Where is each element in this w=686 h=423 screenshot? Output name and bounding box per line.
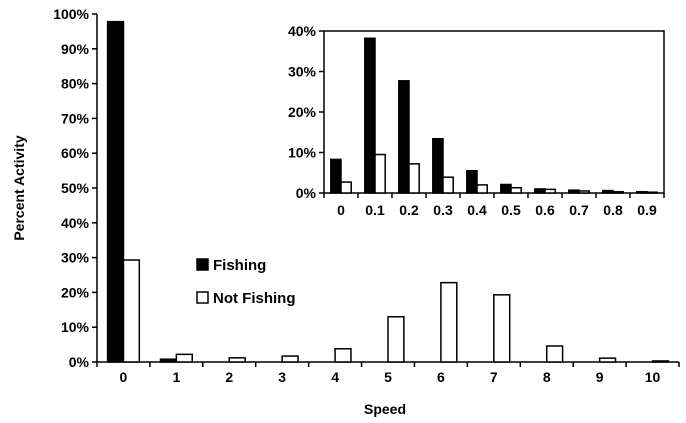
inset-x-tick-label: 0.6 bbox=[535, 202, 555, 218]
inset-bar-not-fishing bbox=[340, 181, 352, 194]
main-x-tick-label: 8 bbox=[543, 369, 551, 385]
main-x-tick-label: 3 bbox=[278, 369, 286, 385]
inset-bar-not-fishing bbox=[544, 188, 556, 194]
y-axis-title: Percent Activity bbox=[11, 135, 27, 241]
inset-x-tick-label: 0.9 bbox=[637, 202, 657, 218]
inset-bar-not-fishing bbox=[408, 163, 420, 194]
inset-bar-not-fishing bbox=[510, 186, 522, 194]
main-y-tick-label: 40% bbox=[61, 215, 90, 231]
main-x-tick-label: 1 bbox=[172, 369, 180, 385]
legend-label-fishing: Fishing bbox=[213, 257, 266, 274]
main-y-tick-label: 30% bbox=[61, 250, 90, 266]
main-x-tick-label: 10 bbox=[645, 369, 661, 385]
main-bar-not-fishing bbox=[281, 355, 299, 363]
inset-y-tick-label: 0% bbox=[296, 185, 317, 201]
inset-bar-fishing bbox=[330, 158, 342, 194]
main-y-tick-label: 80% bbox=[61, 76, 90, 92]
main-x-tick-label: 4 bbox=[331, 369, 339, 385]
main-bar-not-fishing bbox=[440, 281, 458, 363]
inset-bar-fishing bbox=[534, 188, 546, 194]
inset-x-tick-label: 0.8 bbox=[603, 202, 623, 218]
inset-plot: 0% 10% 20% 30% 40% 0 0.1 0.2 0.3 0.4 0.5 0.6 0.7 0.8 0… bbox=[288, 23, 665, 218]
inset-bar-fishing bbox=[466, 169, 478, 194]
legend-swatch-fishing bbox=[196, 258, 209, 271]
inset-x-tick-label: 0.2 bbox=[399, 202, 419, 218]
inset-y-tick-label: 40% bbox=[288, 23, 317, 39]
main-x-tick-label: 0 bbox=[120, 369, 128, 385]
inset-x-tick-label: 0.4 bbox=[467, 202, 487, 218]
inset-bar-fishing bbox=[398, 80, 410, 194]
inset-bar-not-fishing bbox=[442, 176, 454, 194]
inset-x-tick-label: 0.7 bbox=[569, 202, 589, 218]
inset-bar-fishing bbox=[500, 183, 512, 194]
inset-y-tick-label: 30% bbox=[288, 64, 317, 80]
main-y-tick-label: 20% bbox=[61, 284, 90, 300]
main-bar-not-fishing bbox=[122, 259, 141, 363]
main-y-tick-label: 60% bbox=[61, 145, 90, 161]
main-bar-not-fishing bbox=[493, 294, 511, 363]
main-bar-not-fishing bbox=[651, 360, 670, 363]
inset-y-tick-label: 10% bbox=[288, 145, 317, 161]
main-y-tick-label: 0% bbox=[69, 354, 90, 370]
inset-bar-fishing bbox=[602, 189, 614, 194]
main-y-tick-label: 70% bbox=[61, 110, 90, 126]
inset-x-tick-label: 0.5 bbox=[501, 202, 521, 218]
inset-bar-not-fishing bbox=[578, 190, 590, 194]
main-y-tick-label: 50% bbox=[61, 180, 90, 196]
inset-bar-fishing bbox=[364, 37, 376, 194]
inset-x-tick-label: 0.3 bbox=[433, 202, 453, 218]
inset-bar-not-fishing bbox=[612, 191, 624, 194]
legend-swatch-not-fishing bbox=[196, 291, 209, 304]
inset-y-tick-label: 20% bbox=[288, 104, 317, 120]
main-y-tick-label: 100% bbox=[53, 6, 89, 22]
main-x-tick-label: 9 bbox=[596, 369, 604, 385]
inset-bar-fishing bbox=[432, 137, 444, 194]
main-bar-not-fishing bbox=[175, 353, 193, 363]
inset-bar-not-fishing bbox=[374, 153, 386, 194]
inset-bar-fishing bbox=[568, 189, 580, 194]
main-bar-not-fishing bbox=[598, 357, 617, 363]
legend: Fishing Not Fishing bbox=[196, 257, 296, 307]
main-x-tick-label: 7 bbox=[490, 369, 498, 385]
inset-bar-not-fishing bbox=[646, 191, 658, 194]
main-plot: 0%10%20%30%40%50%60%70%80%90%100%0 1 2 3 4 5 6… bbox=[53, 6, 680, 385]
main-y-tick-label: 10% bbox=[61, 319, 90, 335]
inset-bar-not-fishing bbox=[476, 184, 488, 194]
main-x-tick-label: 2 bbox=[225, 369, 233, 385]
x-axis-title: Speed bbox=[364, 401, 406, 417]
main-x-tick-label: 6 bbox=[437, 369, 445, 385]
inset-x-tick-label: 0.1 bbox=[365, 202, 385, 218]
inset-x-tick-label: 0 bbox=[337, 202, 345, 218]
main-bar-not-fishing bbox=[387, 316, 405, 363]
main-bar-not-fishing bbox=[545, 345, 564, 363]
inset-bar-fishing bbox=[636, 191, 648, 194]
main-bar-fishing bbox=[159, 358, 178, 363]
main-x-tick-label: 5 bbox=[384, 369, 392, 385]
main-y-tick-label: 90% bbox=[61, 41, 90, 57]
main-bar-not-fishing bbox=[228, 357, 246, 363]
legend-label-not-fishing: Not Fishing bbox=[213, 290, 296, 307]
main-bar-not-fishing bbox=[334, 348, 352, 363]
main-bar-fishing bbox=[106, 20, 125, 363]
